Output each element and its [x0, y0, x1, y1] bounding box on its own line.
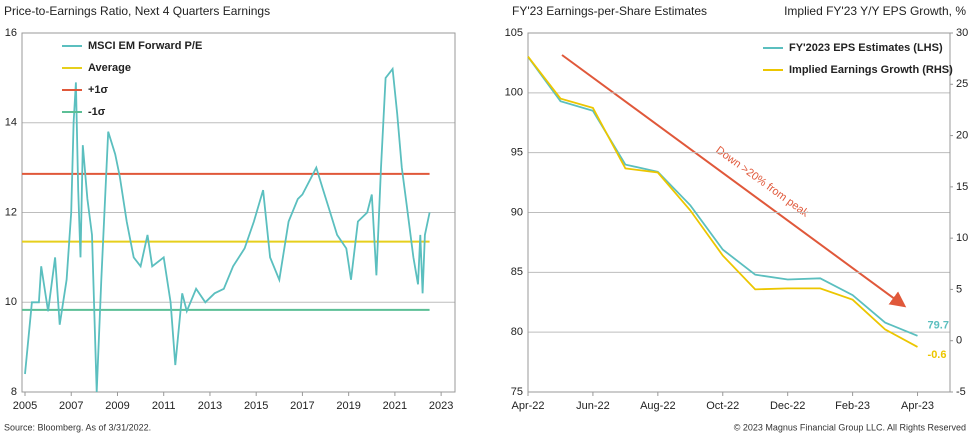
y-tick-label: 80 [511, 326, 523, 338]
legend-label: FY'2023 EPS Estimates (LHS) [789, 42, 943, 54]
x-tick-label: Feb-23 [835, 400, 870, 412]
y-tick-label: 14 [5, 117, 17, 129]
chart-title: FY'23 Earnings-per-Share Estimates [512, 4, 707, 18]
series-line [527, 56, 918, 337]
y-tick-label: 95 [511, 147, 523, 159]
copyright: © 2023 Magnus Financial Group LLC. All R… [734, 422, 966, 432]
y2-tick-label: 15 [956, 181, 968, 193]
x-tick-label: Jun-22 [576, 400, 610, 412]
y-tick-label: 100 [505, 87, 523, 99]
legend-label: Average [88, 62, 131, 74]
end-value-label: 79.7 [928, 320, 949, 332]
legend-label: -1σ [88, 106, 106, 118]
y2-tick-label: 25 [956, 78, 968, 90]
y-tick-label: 85 [511, 266, 523, 278]
y2-tick-label: 0 [956, 335, 962, 347]
plot-frame [527, 32, 951, 393]
annotation: Down >20% from peak [713, 144, 811, 220]
x-tick-label: 2009 [105, 400, 129, 412]
x-tick-label: Oct-22 [706, 400, 739, 412]
y-tick-label: 105 [505, 27, 523, 39]
y2-tick-label: 5 [956, 283, 962, 295]
x-tick-label: 2005 [13, 400, 37, 412]
legend-label: +1σ [88, 84, 109, 96]
y-tick-label: 75 [511, 386, 523, 398]
x-tick-label: Apr-22 [511, 400, 544, 412]
x-tick-label: Apr-23 [901, 400, 934, 412]
x-tick-label: 2007 [59, 400, 83, 412]
source-note: Source: Bloomberg. As of 3/31/2022. [4, 422, 151, 432]
y-tick-label: 10 [5, 296, 17, 308]
y-tick-label: 90 [511, 206, 523, 218]
y2-axis-label: Implied FY'23 Y/Y EPS Growth, % [784, 4, 966, 18]
y2-tick-label: 30 [956, 27, 968, 39]
x-tick-label: 2017 [290, 400, 314, 412]
y-tick-label: 8 [11, 386, 17, 398]
x-tick-label: 2021 [383, 400, 407, 412]
legend-label: MSCI EM Forward P/E [88, 40, 202, 52]
y2-tick-label: 20 [956, 129, 968, 141]
x-tick-label: 2015 [244, 400, 268, 412]
series-line [527, 56, 918, 348]
x-tick-label: Aug-22 [640, 400, 675, 412]
y-tick-label: 16 [5, 27, 17, 39]
end-value-label: -0.6 [928, 349, 947, 361]
legend-label: Implied Earnings Growth (RHS) [789, 64, 953, 76]
x-tick-label: 2013 [198, 400, 222, 412]
y-tick-label: 12 [5, 206, 17, 218]
chart-title: Price-to-Earnings Ratio, Next 4 Quarters… [4, 4, 270, 18]
x-tick-label: 2023 [429, 400, 453, 412]
x-tick-label: Dec-22 [770, 400, 805, 412]
x-tick-label: 2011 [152, 400, 176, 412]
y2-tick-label: 10 [956, 232, 968, 244]
y2-tick-label: -5 [956, 386, 966, 398]
x-tick-label: 2019 [336, 400, 360, 412]
plot-frame [21, 32, 456, 393]
series-line [24, 66, 431, 393]
trend-arrow [561, 54, 907, 308]
